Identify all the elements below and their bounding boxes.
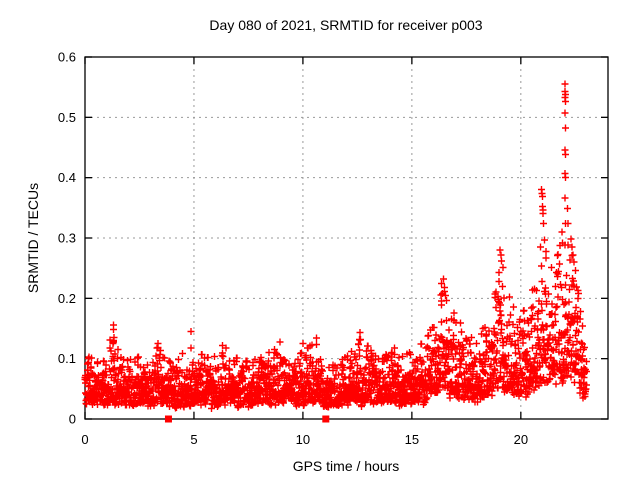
x-tick-label: 5 xyxy=(190,432,197,447)
y-axis-label: SRMTID / TECUs xyxy=(25,183,41,293)
x-tick-label: 10 xyxy=(296,432,310,447)
y-tick-label: 0.1 xyxy=(58,351,76,366)
y-tick-label: 0 xyxy=(69,412,76,427)
x-tick-label: 20 xyxy=(514,432,528,447)
y-tick-label: 0.3 xyxy=(58,231,76,246)
x-tick-label: 15 xyxy=(405,432,419,447)
y-tick-label: 0.6 xyxy=(58,50,76,65)
y-tick-label: 0.5 xyxy=(58,110,76,125)
zero-value-square-marker xyxy=(164,415,172,423)
chart-title: Day 080 of 2021, SRMTID for receiver p00… xyxy=(209,17,482,33)
tick-labels: 0 5 10 15 20 0 0.1 0.2 0.3 0.4 0.5 0.6 xyxy=(58,50,528,448)
x-axis-label: GPS time / hours xyxy=(293,458,400,474)
zero-value-square-marker xyxy=(322,415,330,423)
y-tick-label: 0.2 xyxy=(58,291,76,306)
srmtid-scatter-markers xyxy=(81,80,590,412)
y-tick-label: 0.4 xyxy=(58,170,76,185)
x-tick-label: 0 xyxy=(81,432,88,447)
scatter-points xyxy=(81,80,590,423)
